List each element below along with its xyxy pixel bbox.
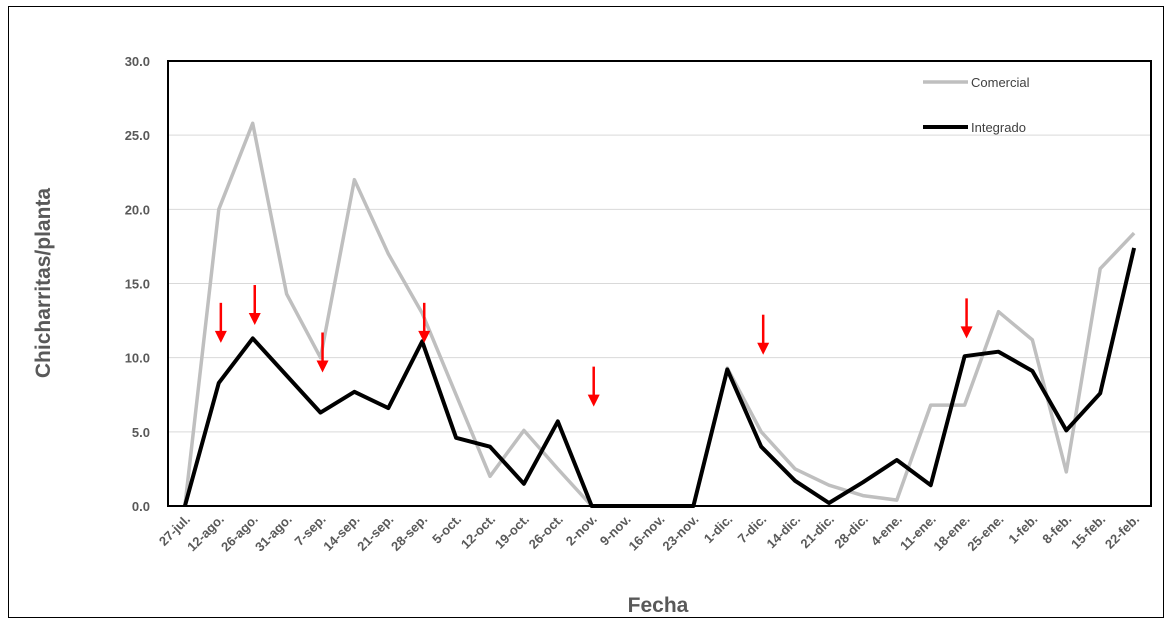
x-tick-label: 23-nov. — [659, 512, 701, 554]
red-arrow — [587, 366, 600, 407]
x-tick-label: 25-ene. — [964, 512, 1006, 554]
y-tick-label: 15.0 — [125, 277, 150, 292]
red-arrow — [248, 285, 261, 326]
y-tick-label: 0.0 — [132, 499, 150, 514]
chart-frame — [8, 6, 1164, 618]
x-tick-label: 22-feb. — [1102, 512, 1142, 552]
red-arrow — [316, 332, 329, 373]
x-tick-label: 21-sep. — [354, 512, 396, 554]
x-tick-label: 26-oct. — [526, 512, 566, 552]
legend: Comercial Integrado — [923, 75, 1030, 135]
y-axis-title: Chicharritas/planta — [32, 188, 55, 379]
plot-area-border — [167, 60, 1152, 507]
y-tick-label: 10.0 — [125, 351, 150, 366]
x-tick-label: 16-nov. — [626, 512, 668, 554]
x-tick-label: 14-sep. — [320, 512, 362, 554]
x-tick-label: 19-oct. — [492, 512, 532, 552]
x-tick-label: 21-dic. — [797, 512, 837, 552]
red-arrow — [960, 298, 973, 339]
red-arrow — [214, 302, 227, 343]
x-tick-label: 18-ene. — [930, 512, 972, 554]
y-tick-label: 5.0 — [132, 425, 150, 440]
x-tick-label: 12-ago. — [184, 512, 227, 555]
x-tick-label: 26-ago. — [218, 512, 261, 555]
x-tick-label: 28-dic. — [831, 512, 871, 552]
x-tick-label: 12-oct. — [458, 512, 498, 552]
red-arrow — [757, 314, 770, 355]
y-tick-label: 20.0 — [125, 202, 150, 217]
series-line-comercial — [183, 121, 1136, 508]
legend-label: Comercial — [971, 75, 1030, 90]
x-axis-ticks: 27-jul.12-ago.26-ago.31-ago.7-sep.14-sep… — [156, 512, 1142, 555]
x-tick-label: 28-sep. — [388, 512, 430, 554]
legend-label: Integrado — [971, 120, 1026, 135]
red-arrow — [418, 302, 431, 343]
y-axis-ticks: 0.0 5.0 10.0 15.0 20.0 25.0 30.0 — [125, 54, 150, 514]
x-tick-label: 11-ene. — [897, 512, 939, 554]
x-tick-label: 2-nov. — [563, 512, 600, 549]
x-tick-label: 31-ago. — [252, 512, 295, 555]
treatment-arrows — [214, 285, 973, 407]
x-tick-label: 15-feb. — [1068, 512, 1108, 552]
x-tick-label: 14-dic. — [763, 512, 803, 552]
series-line-integrado — [182, 247, 1137, 508]
series-lines — [182, 121, 1137, 508]
x-tick-label: 1-feb. — [1005, 512, 1040, 547]
x-tick-label: 1-dic. — [701, 512, 736, 547]
y-tick-label: 30.0 — [125, 54, 150, 69]
y-tick-label: 25.0 — [125, 128, 150, 143]
x-axis-title: Fecha — [628, 594, 689, 617]
